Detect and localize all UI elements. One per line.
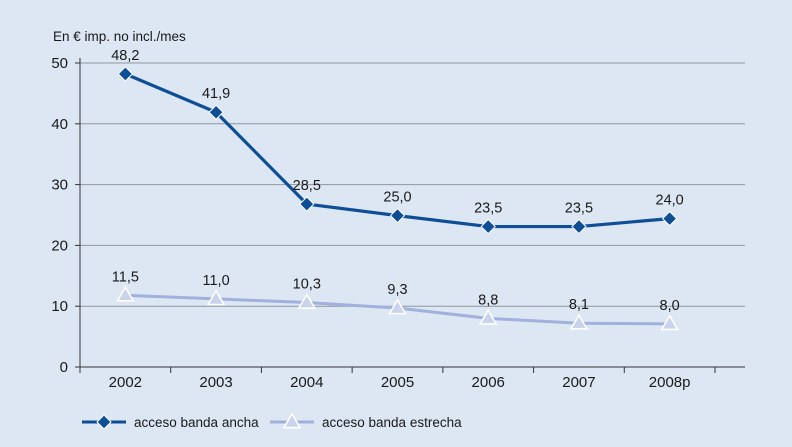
x-tick-label: 2006 xyxy=(472,374,505,391)
y-tick-label: 0 xyxy=(60,359,68,376)
data-label: 25,0 xyxy=(383,190,411,206)
data-point-triangle xyxy=(297,292,317,309)
gridlines xyxy=(80,62,745,307)
legend-diamond-marker xyxy=(96,414,112,430)
y-tick-label: 10 xyxy=(51,298,68,315)
data-label: 10,3 xyxy=(293,277,321,293)
data-point-diamond xyxy=(389,207,406,224)
data-label: 8,8 xyxy=(478,292,498,308)
data-point-diamond xyxy=(299,196,315,212)
data-label: 11,0 xyxy=(202,273,229,289)
data-point-triangle xyxy=(115,285,135,302)
data-point-diamond xyxy=(208,104,224,120)
data-label: 41,9 xyxy=(202,86,230,102)
y-tick-label: 30 xyxy=(51,177,68,194)
x-tick-label: 2008p xyxy=(649,374,691,391)
x-tick-label: 2002 xyxy=(109,374,142,391)
data-label: 9,3 xyxy=(387,282,407,298)
data-label: 8,0 xyxy=(660,298,680,314)
data-point-diamond xyxy=(571,218,587,235)
data-labels: 48,2 41,9 28,5 25,0 23,5 23,5 24,0 11,5 11,0 10,3… xyxy=(111,48,684,314)
series-layer xyxy=(115,66,680,331)
x-tick-label: 2004 xyxy=(290,374,323,391)
y-tick-label: 50 xyxy=(51,55,68,72)
data-label: 48,2 xyxy=(111,48,139,64)
x-tick-label: 2007 xyxy=(562,374,595,391)
legend-label: acceso banda estrecha xyxy=(322,415,462,430)
data-label: 23,5 xyxy=(474,201,502,217)
data-point-triangle xyxy=(206,289,226,306)
legend-label: acceso banda ancha xyxy=(134,415,259,430)
data-point-triangle xyxy=(660,314,680,331)
data-point-triangle xyxy=(569,313,589,330)
data-point-diamond xyxy=(117,66,134,82)
data-point-diamond xyxy=(480,218,496,235)
data-label: 11,5 xyxy=(112,269,139,285)
legend-triangle-marker xyxy=(282,412,302,429)
data-label: 23,5 xyxy=(565,201,593,217)
data-point-triangle xyxy=(388,298,407,315)
x-tick-label: 2003 xyxy=(199,374,232,391)
axes: 0 10 20 30 40 50 2002 2003 2004 2005 2006 2007 2008p xyxy=(51,55,745,391)
data-point-diamond xyxy=(661,210,678,227)
legend: acceso banda ancha acceso banda estrecha xyxy=(82,412,462,430)
data-label: 8,1 xyxy=(569,297,589,313)
data-label: 24,0 xyxy=(656,193,684,209)
data-point-triangle xyxy=(478,308,498,325)
data-label: 28,5 xyxy=(293,178,321,194)
x-tick-label: 2005 xyxy=(381,374,414,391)
y-tick-label: 40 xyxy=(51,116,68,133)
y-tick-label: 20 xyxy=(51,237,68,254)
y-axis-unit-label: En € imp. no incl./mes xyxy=(53,29,186,44)
